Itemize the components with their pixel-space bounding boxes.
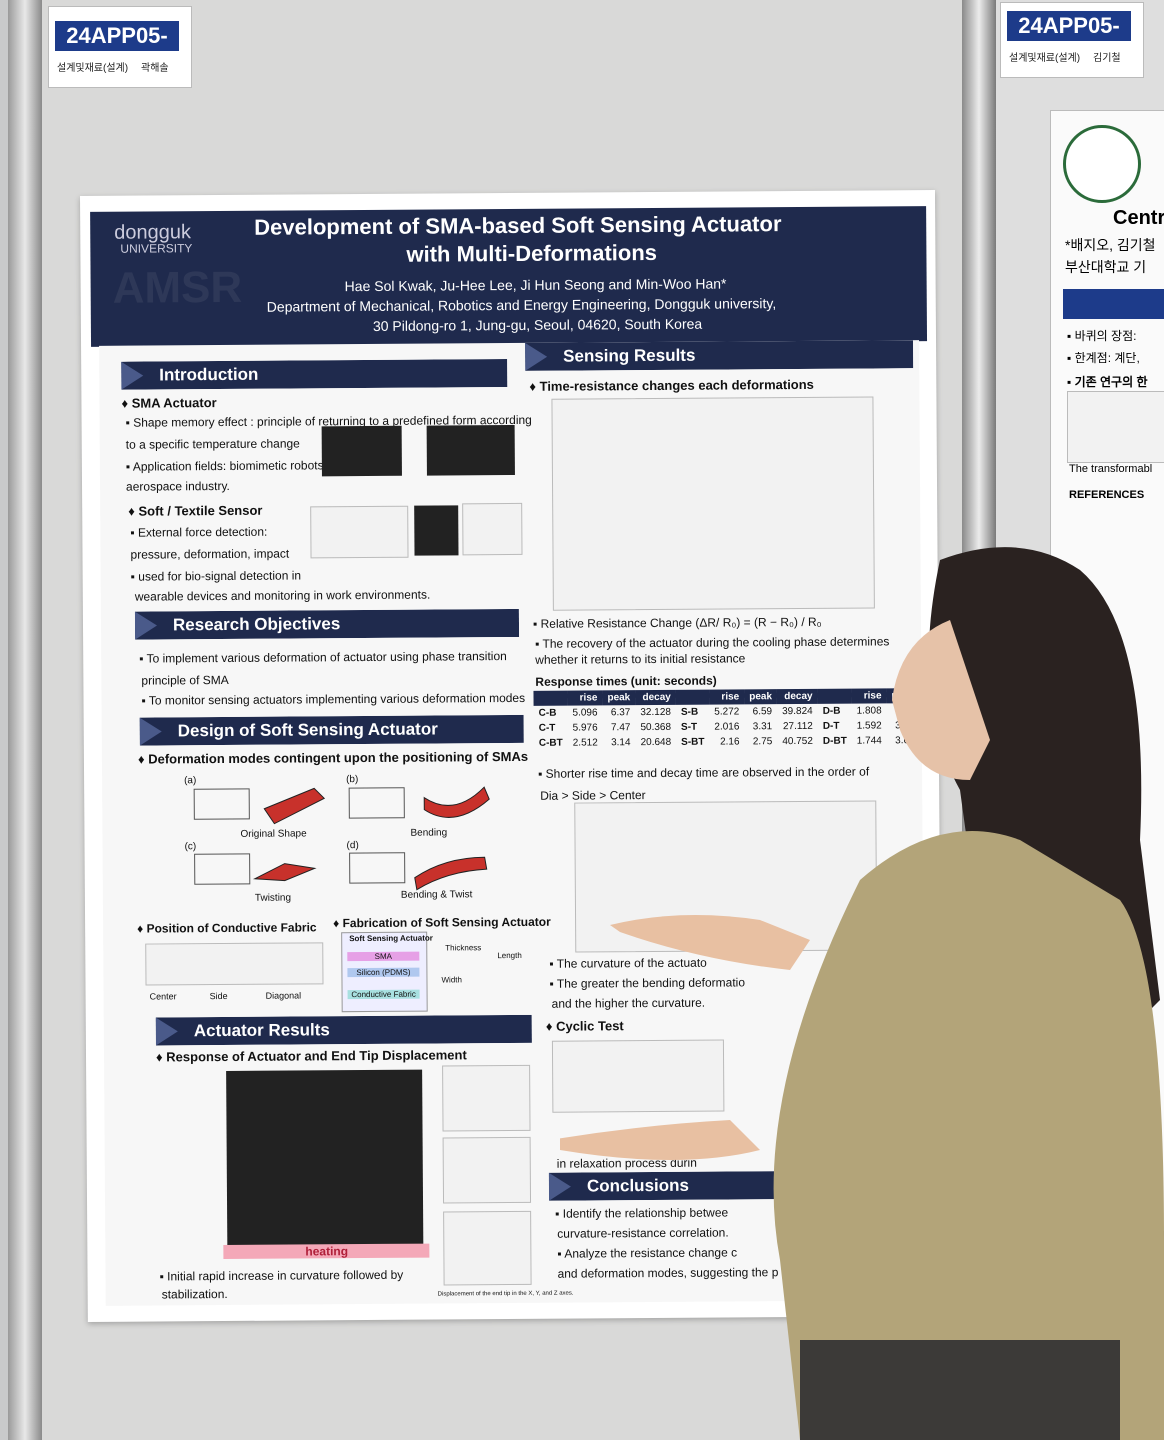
heating-label: heating: [305, 1244, 349, 1259]
tag-code: 24APP05-051: [55, 21, 179, 78]
dimension: Thickness: [445, 943, 482, 953]
photo: [426, 424, 515, 476]
seal: [1063, 125, 1141, 203]
frame-shapes: [193, 787, 406, 885]
neighbor-bullet: ▪ 한계점: 계단,: [1067, 351, 1140, 365]
section-heading: Introduction: [121, 359, 507, 390]
neighbor-band: [1063, 289, 1164, 319]
body-text: to a specific temperature change: [125, 436, 300, 452]
layer-label: SMA: [347, 951, 420, 962]
title-line: with Multi-Deformations: [406, 239, 658, 267]
jacket: [773, 831, 1164, 1440]
tag-name: 김기철: [1093, 53, 1121, 64]
body-text: ▪ External force detection:: [130, 524, 268, 540]
neighbor-bullet: ▪ 기존 연구의 한: [1067, 375, 1148, 389]
subheading: ♦ Fabrication of Soft Sensing Actuator: [333, 914, 551, 931]
deformation-drawings: [193, 786, 490, 891]
caption: Center: [149, 991, 177, 1002]
subheading: ♦ Response of Actuator and End Tip Displ…: [155, 1047, 467, 1065]
section-heading: Research Objectives: [135, 609, 519, 640]
bar-chart: [442, 1064, 531, 1132]
caption: Side: [209, 990, 228, 1002]
caption: Bending & Twist: [400, 889, 473, 901]
logo-sub: UNIVERSITY: [120, 241, 193, 256]
wireframe: [349, 852, 406, 884]
face: [892, 620, 990, 780]
neighbor-bullet: ▪ 바퀴의 장점:: [1067, 329, 1137, 343]
tag-code: 24APP05-052: [1007, 11, 1131, 68]
subheading: ♦ Soft / Textile Sensor: [128, 502, 263, 519]
actuator-shapes: [252, 786, 490, 891]
body-text: pressure, deformation, impact: [130, 546, 290, 562]
neighbor-authors: *배지오, 김기철: [1065, 237, 1156, 253]
body-text: wearable devices and monitoring in work …: [134, 587, 431, 604]
neighbor-school: 부산대학교 기: [1065, 259, 1147, 275]
body-text: ▪ Application fields: biomimetic robots,: [125, 458, 327, 474]
lab-logo: AMSR: [112, 262, 243, 313]
body-text: ▪ used for bio-signal detection in: [130, 568, 302, 584]
tag-dept: 설계및재료(설계): [57, 63, 129, 74]
section-heading: Design of Soft Sensing Actuator: [140, 715, 524, 746]
booth-tag: 24APP05-052 설계및재료(설계) 김기철: [1000, 2, 1144, 78]
body-text: ▪ To implement various deformation of ac…: [139, 649, 507, 666]
neighbor-title: Centr: [1113, 207, 1164, 229]
body-text: ▪ Initial rapid increase in curvature fo…: [159, 1267, 404, 1284]
hand: [610, 915, 810, 970]
dimension: Length: [497, 950, 522, 961]
body-text: ▪ To monitor sensing actuators implement…: [141, 690, 526, 708]
shape: [414, 856, 488, 891]
wireframe: [193, 788, 250, 820]
tag-dept: 설계및재료(설계): [1009, 53, 1081, 64]
shape: [423, 786, 490, 818]
neighbor-references: REFERENCES: [1069, 489, 1145, 501]
layer-label: Silicon (PDMS): [347, 967, 420, 978]
frame-pole: [8, 0, 42, 1440]
subheading: ♦ Deformation modes contingent upon the …: [137, 748, 529, 767]
section-heading: Actuator Results: [156, 1015, 532, 1046]
figure: [310, 505, 409, 559]
shape: [263, 787, 326, 825]
figure: [462, 502, 523, 556]
body-text: aerospace industry.: [125, 478, 230, 494]
dimension: Width: [441, 975, 462, 985]
neighbor-figure: [1067, 391, 1164, 463]
wireframe: [194, 853, 251, 885]
presenter: [560, 547, 1164, 1440]
tag-name: 곽해솔: [141, 63, 169, 74]
section-heading: Sensing Results: [525, 340, 913, 371]
caption: Original Shape: [240, 828, 307, 840]
skirt: [800, 1340, 1120, 1440]
photo: [414, 505, 459, 556]
subheading: ♦ Time-resistance changes each deformati…: [529, 376, 814, 394]
booth-tag: 24APP05-051 설계및재료(설계) 곽해솔: [48, 6, 192, 88]
photo: [321, 425, 402, 477]
caption: Bending: [410, 827, 448, 839]
wireframe: [348, 787, 405, 819]
layer-label: Conductive Fabric: [347, 989, 420, 1000]
shape: [252, 863, 317, 882]
affiliation: 30 Pildong-ro 1, Jung-gu, Seoul, 04620, …: [372, 315, 703, 334]
caption: Diagonal: [265, 990, 302, 1001]
bar-chart: [442, 1136, 532, 1204]
body-text: stabilization.: [161, 1286, 228, 1302]
caption: Displacement of the end tip in the X, Y,…: [437, 1290, 574, 1298]
figure: [145, 942, 324, 986]
poster: dongguk UNIVERSITY AMSR Development of S…: [80, 190, 943, 1322]
neighbor-caption: The transformabl: [1069, 463, 1153, 475]
layer-label: Soft Sensing Actuator: [349, 933, 433, 944]
hand: [560, 1120, 760, 1160]
bar-chart: [443, 1210, 532, 1286]
subheading: ♦ SMA Actuator: [121, 395, 217, 411]
subheading: ♦ Position of Conductive Fabric: [137, 920, 317, 936]
authors: Hae Sol Kwak, Ju-Hee Lee, Ji Hun Seong a…: [344, 275, 727, 295]
body-text: principle of SMA: [141, 672, 229, 688]
caption: Twisting: [254, 892, 292, 904]
title-line: Development of SMA-based Soft Sensing Ac…: [254, 211, 782, 240]
photo-sequence: [226, 1069, 424, 1247]
